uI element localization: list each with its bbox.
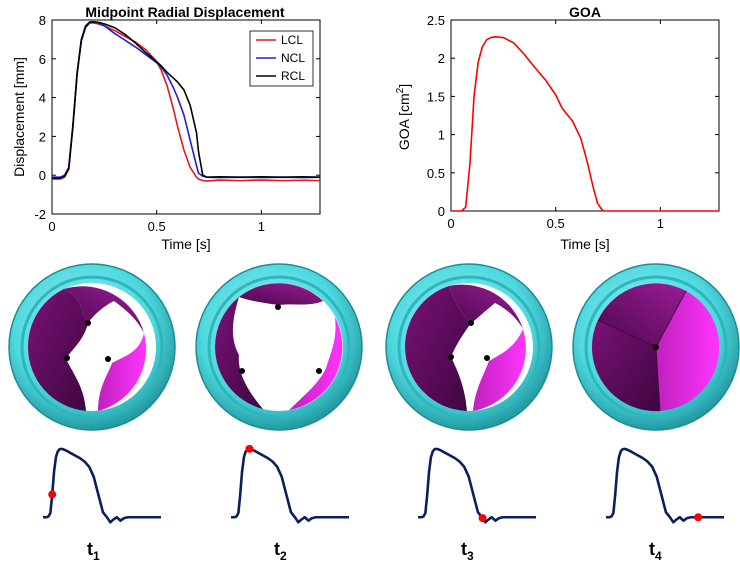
legend-label-ncl: NCL (281, 51, 305, 65)
mini-curve-line (606, 447, 724, 524)
leaflet-right (98, 333, 147, 411)
x-axis-label: Time [s] (161, 236, 210, 252)
leaflet-left (404, 286, 471, 411)
series-line-rcl (52, 21, 321, 179)
y-tick-label: 1.5 (427, 89, 445, 104)
valve-t1 (8, 263, 176, 431)
mini-curve-marker (48, 490, 57, 499)
commissure-marker (484, 355, 490, 361)
displacement-chart: Midpoint Radial Displacement 0 0.5 1-20246… (11, 4, 321, 252)
commissure-marker (239, 368, 245, 374)
commissure-marker (85, 320, 91, 326)
y-tick-label: 0 (39, 168, 46, 183)
commissure-marker (316, 368, 322, 374)
valve-t4 (572, 263, 740, 431)
commissure-marker (448, 354, 454, 360)
series-line-goa (451, 36, 719, 212)
time-label-t3: t3 (461, 539, 474, 563)
valve-inner-ring (584, 275, 728, 419)
valve-inner-ring (207, 275, 351, 419)
valve-frame-edge (8, 263, 176, 431)
leaflet-right (473, 329, 526, 411)
x-tick-label: 0 (48, 219, 55, 234)
mini-curve-line (43, 447, 161, 524)
valve-t2 (195, 263, 363, 431)
leaflet-top (239, 283, 323, 305)
mini-curve-marker (245, 444, 254, 453)
x-axis-label: Time [s] (560, 236, 609, 252)
y-tick-label: 2.5 (427, 13, 445, 28)
leaflet-left (591, 320, 660, 412)
y-tick-label: 1 (438, 128, 445, 143)
commissure-marker (105, 356, 111, 362)
y-tick-label: 2 (39, 129, 46, 144)
x-tick-label: 0.5 (547, 216, 565, 231)
x-tick-label: 1 (258, 219, 265, 234)
leaflet-right (656, 291, 720, 411)
coaptation-line (655, 290, 687, 348)
valve-t3 (385, 263, 553, 431)
time-label-t2: t2 (274, 539, 287, 563)
mini-curve-marker (478, 514, 487, 523)
plot-frame (51, 19, 321, 215)
x-tick-label: 0 (447, 216, 454, 231)
y-tick-label: 2 (438, 51, 445, 66)
plot-frame (450, 19, 720, 212)
x-tick-label: 1 (657, 216, 664, 231)
leaflet-top (449, 284, 523, 329)
legend-label-lcl: LCL (281, 33, 303, 47)
valve-inner-ring (397, 275, 541, 419)
commissure-marker (468, 320, 474, 326)
chart-title: Midpoint Radial Displacement (85, 4, 284, 20)
valve-frame-edge (195, 263, 363, 431)
commissure-marker (653, 344, 659, 350)
leaflet-top (64, 286, 144, 333)
leaflet-left (214, 297, 263, 409)
leaflet-top (598, 283, 686, 347)
x-tick-label: 0.5 (148, 219, 166, 234)
valve-frame-edge (385, 263, 553, 431)
valve-inner-ring (20, 275, 164, 419)
mini-curve-line (418, 447, 536, 524)
mini-curve-marker (694, 513, 703, 522)
y-tick-label: 0.5 (427, 166, 445, 181)
y-tick-label: 8 (39, 13, 46, 28)
y-tick-label: 0 (438, 204, 445, 219)
legend-label-rcl: RCL (281, 69, 305, 83)
mini-curve-line (231, 447, 349, 524)
goa-chart: GOA 0 0.5 1 0 0.5 1 1.5 2 2.5 Time [s] GOA [cm2] (395, 4, 720, 252)
legend: LCL NCL RCL (249, 30, 314, 87)
time-label-t4: t4 (649, 539, 662, 563)
coaptation-line (597, 319, 657, 348)
y-tick-label: 6 (39, 52, 46, 67)
commissure-marker (275, 304, 281, 310)
mini-curves (43, 444, 724, 524)
y-axis-label: GOA [cm2] (395, 84, 412, 150)
time-label-t1: t1 (87, 539, 100, 563)
chart-title: GOA (569, 4, 601, 20)
y-tick-label: -2 (34, 207, 46, 222)
commissure-marker (64, 355, 70, 361)
coaptation-line (655, 346, 661, 412)
y-axis-label: Displacement [mm] (11, 57, 27, 177)
valve-orifice (215, 283, 343, 411)
y-tick-label: 4 (39, 91, 46, 106)
leaflet-right (289, 317, 343, 410)
valve-frame-edge (572, 263, 740, 431)
leaflet-left (27, 289, 88, 411)
